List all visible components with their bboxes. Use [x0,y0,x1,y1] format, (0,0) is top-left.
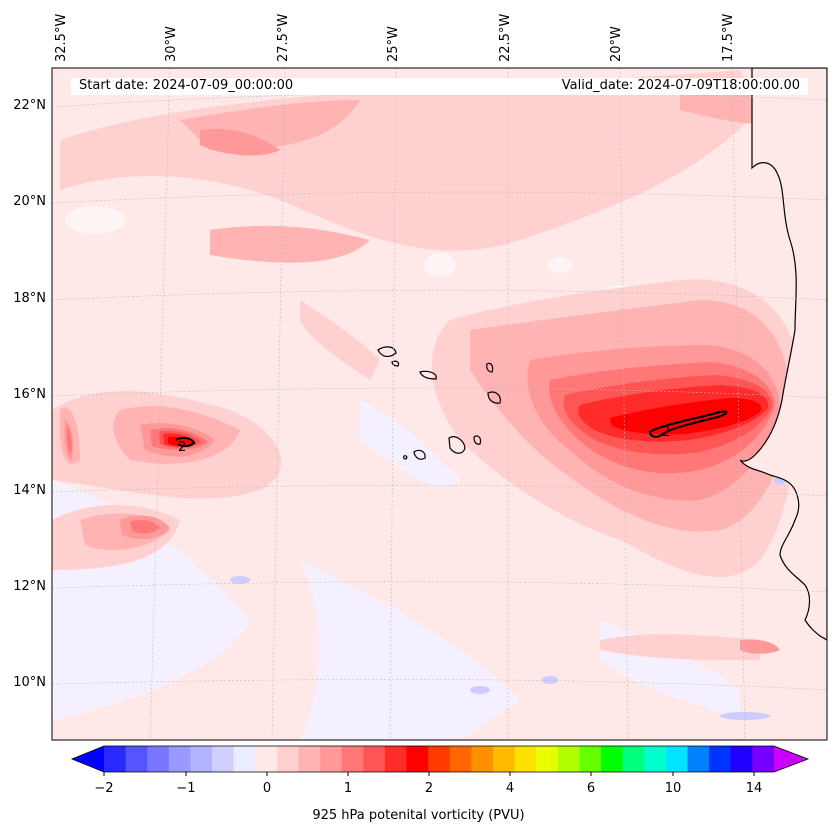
colorbar-title: 925 hPa potenital vorticity (PVU) [312,808,525,823]
contour-label: 2 [178,440,187,455]
map-field [52,68,827,740]
lon-label: 25°W [386,26,401,62]
colorbar-tick-label: 4 [505,781,515,796]
colorbar-tick-label: 10 [664,781,682,796]
colorbar-swatch [212,746,235,772]
lat-label: 18°N [13,291,46,306]
lat-label: 16°N [13,387,46,402]
lon-label: 32.5°W [54,13,69,62]
colorbar-tick-label: −1 [176,781,196,796]
colorbar-swatch [147,746,170,772]
colorbar-swatch [449,746,472,772]
colorbar-swatch [341,746,364,772]
valid-date-text: Valid_date: 2024-07-09T18:00:00.00 [561,78,800,93]
lat-label: 12°N [13,579,46,594]
colorbar-tick-label: −2 [94,781,114,796]
colorbar-swatch [406,746,429,772]
lon-label: 27.5°W [276,13,291,62]
colorbar [70,745,810,776]
colorbar-swatch [384,746,408,772]
header-box [71,78,808,95]
colorbar-swatch [579,746,602,772]
colorbar-swatch [363,746,386,772]
contour-label: 2 [662,425,671,440]
colorbar-tick-label: 14 [745,781,763,796]
lat-label: 22°N [13,98,46,113]
colorbar-extend-low [72,746,104,772]
start-date-text: Start date: 2024-07-09_00:00:00 [79,78,294,93]
colorbar-swatch [687,746,710,772]
colorbar-swatch [298,746,321,772]
colorbar-swatch [255,746,278,772]
colorbar-tick-label: 2 [424,781,434,796]
lat-label: 20°N [13,194,46,209]
colorbar-swatch [536,746,559,772]
colorbar-swatch [514,746,537,772]
colorbar-swatch [168,746,191,772]
colorbar-swatch [320,746,343,772]
colorbar-swatch [104,746,127,772]
colorbar-tick-label: 0 [262,781,272,796]
colorbar-swatch [190,746,213,772]
lon-label: 22.5°W [498,13,513,62]
lat-label: 14°N [13,483,46,498]
colorbar-swatch [665,746,689,772]
colorbar-swatch [557,746,580,772]
colorbar-swatch [493,746,516,772]
colorbar-swatch [730,746,753,772]
lon-label: 20°W [609,26,624,62]
colorbar-swatch [622,746,645,772]
lat-label: 10°N [13,675,46,690]
colorbar-swatch [752,746,775,772]
colorbar-swatch [276,746,300,772]
colorbar-swatch [428,746,451,772]
lon-label: 30°W [164,26,179,62]
colorbar-swatch [125,746,148,772]
colorbar-tick-label: 6 [586,781,596,796]
lon-label: 17.5°W [721,13,736,62]
colorbar-swatch [471,746,494,772]
colorbar-tick-label: 1 [343,781,353,796]
colorbar-swatch [709,746,732,772]
colorbar-swatch [233,746,256,772]
colorbar-extend-high [774,746,808,772]
colorbar-swatch [644,746,667,772]
colorbar-swatch [601,746,624,772]
